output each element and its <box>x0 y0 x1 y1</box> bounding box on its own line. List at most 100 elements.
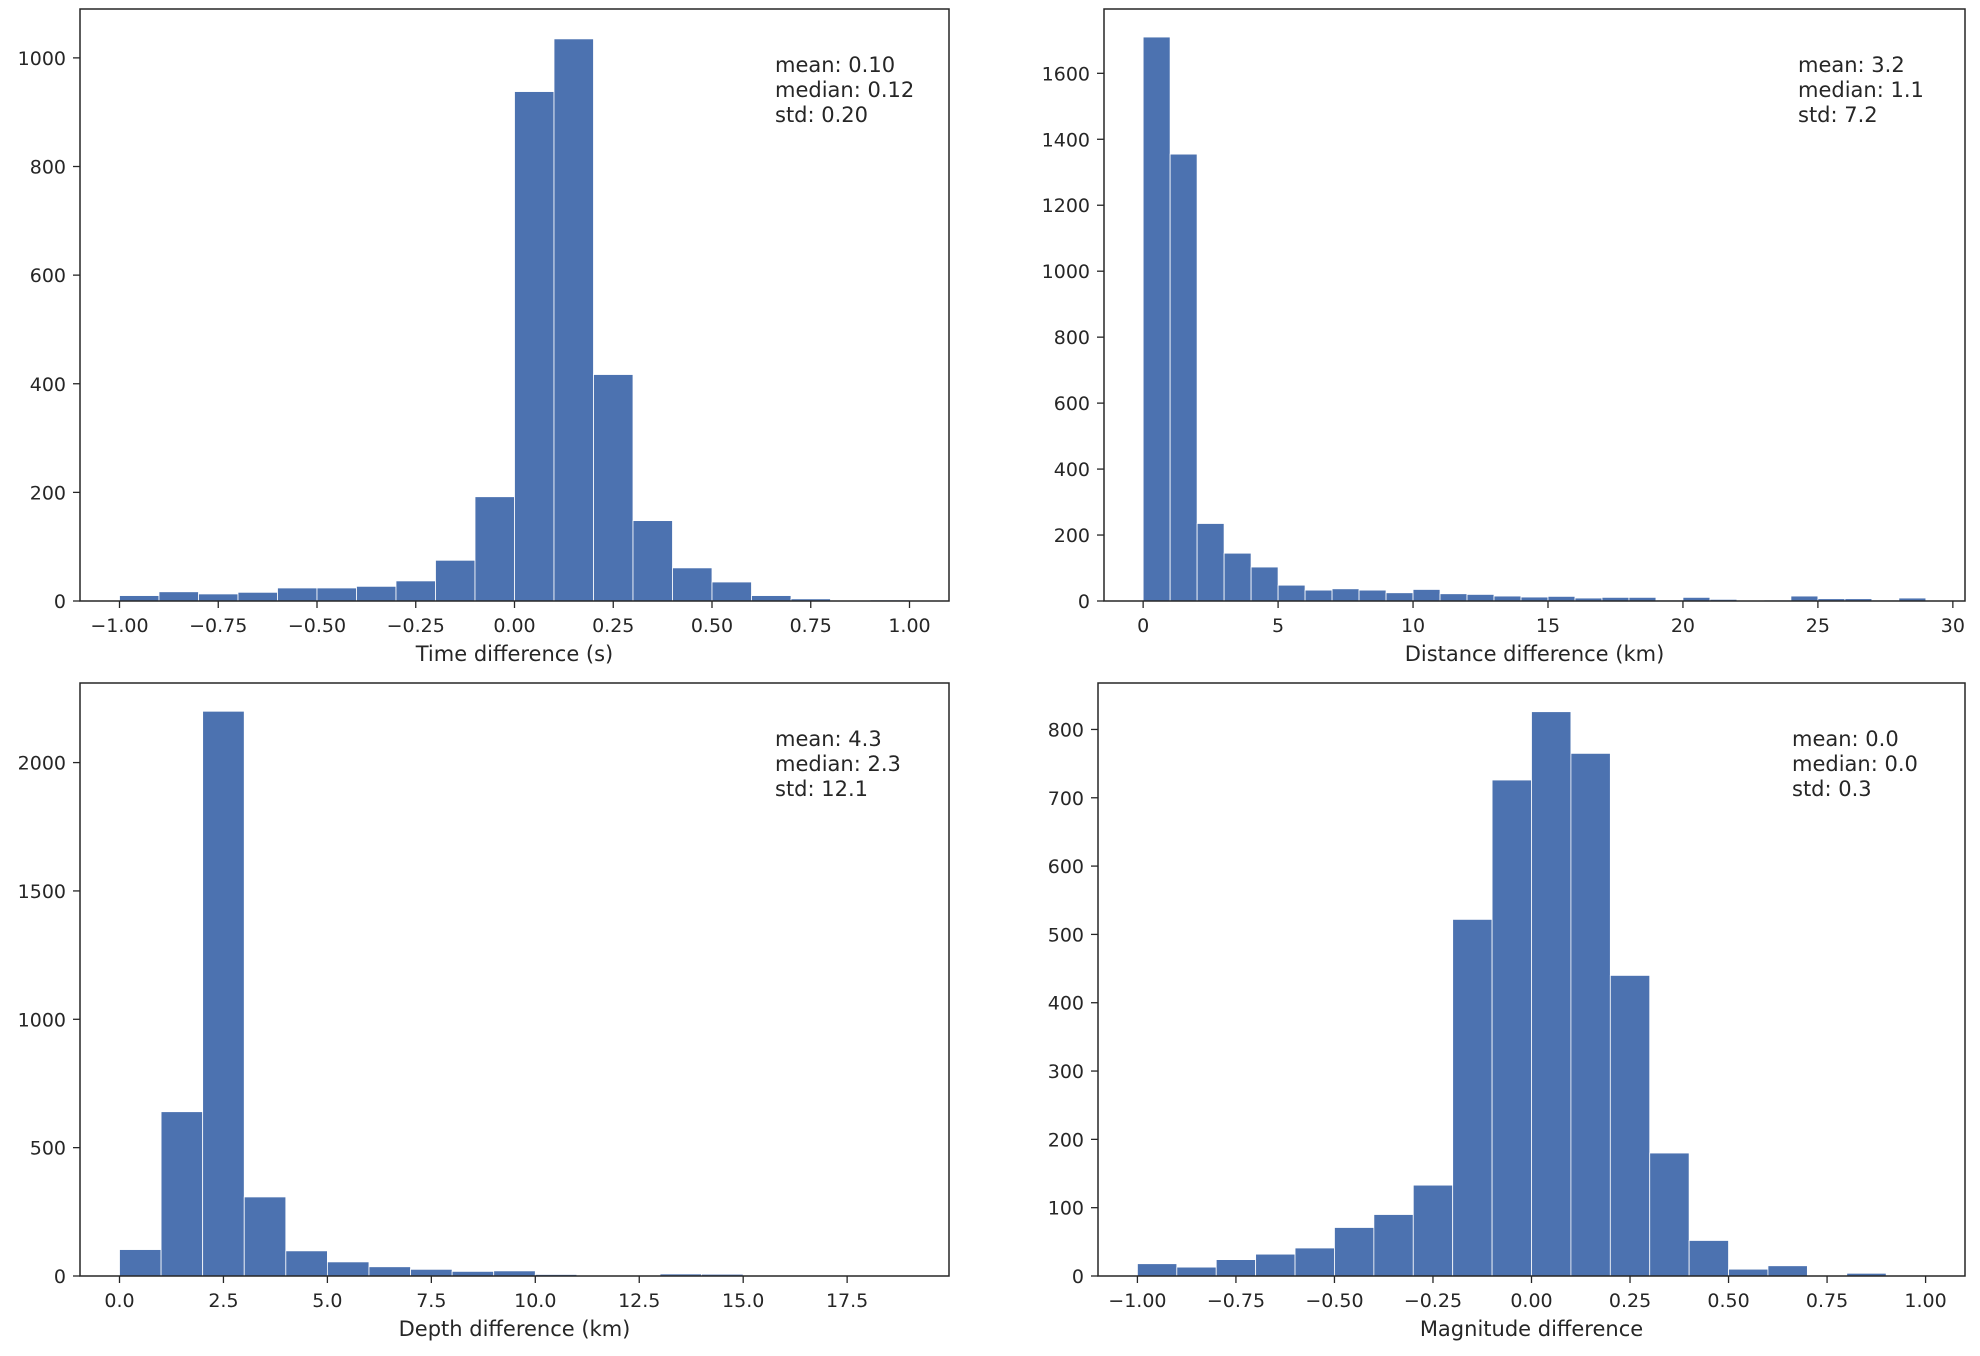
y-tick-label: 300 <box>1048 1061 1084 1083</box>
histogram-bar <box>553 38 594 602</box>
x-tick-label: 1.00 <box>1904 1290 1946 1312</box>
y-tick-label: 0 <box>54 1266 66 1288</box>
y-tick-label: 0 <box>54 591 66 613</box>
histogram-bar <box>158 591 199 602</box>
stats-median: median: 1.1 <box>1798 78 1924 102</box>
x-tick-label: 12.5 <box>618 1290 660 1312</box>
histogram-bar <box>1137 1263 1178 1277</box>
histogram-bar <box>514 91 555 602</box>
y-tick-label: 0 <box>1072 1266 1084 1288</box>
histogram-bar <box>1331 588 1360 602</box>
x-tick-label: 0.0 <box>104 1290 134 1312</box>
axes-frame <box>79 682 950 1277</box>
histogram-bar <box>1531 711 1572 1277</box>
histogram-bar <box>474 496 515 602</box>
y-tick-label: 200 <box>30 482 66 504</box>
histogram-bar <box>356 585 397 602</box>
histogram-bar <box>632 520 673 602</box>
histogram-bar <box>751 595 792 602</box>
histogram-bar <box>1358 589 1387 602</box>
y-tick-label: 1000 <box>18 1009 66 1031</box>
x-tick-label: 0.75 <box>1806 1290 1848 1312</box>
histogram-bar <box>493 1270 536 1277</box>
y-tick-label: 1000 <box>1042 261 1090 283</box>
x-axis-label: Depth difference (km) <box>399 1317 631 1341</box>
subplot-3: 0.0 2.5 5.0 7.5 10.0 12.5 15.0 17.5 0 500 1000 1500… <box>18 682 950 1341</box>
x-tick-label: 0.25 <box>1609 1290 1651 1312</box>
stats-std: std: 0.20 <box>775 103 868 127</box>
histogram-bar <box>1466 594 1495 602</box>
histogram-bar <box>1250 566 1279 602</box>
histogram-bar <box>1570 752 1611 1277</box>
x-tick-label: 7.5 <box>416 1290 446 1312</box>
histogram-bar <box>202 710 245 1277</box>
histogram-bar <box>593 374 634 602</box>
y-tick-label: 400 <box>1054 459 1090 481</box>
histogram-bar <box>672 567 713 602</box>
histogram-bar <box>395 580 436 602</box>
histogram-bar <box>368 1266 411 1277</box>
histogram-bar <box>435 559 476 602</box>
y-tick-label: 800 <box>1054 327 1090 349</box>
stats-std: std: 12.1 <box>775 777 868 801</box>
x-axis-label: Distance difference (km) <box>1405 642 1665 666</box>
x-tick-label: 17.5 <box>826 1290 868 1312</box>
histogram-bar <box>410 1268 453 1277</box>
y-tick-label: 1200 <box>1042 195 1090 217</box>
histogram-bar <box>119 1249 162 1277</box>
histogram-bar <box>160 1111 204 1277</box>
x-tick-label: 0.00 <box>493 615 535 637</box>
stats-std: std: 0.3 <box>1792 777 1872 801</box>
x-tick-label: 0.00 <box>1510 1290 1552 1312</box>
subplot-1: −1.00 −0.75 −0.50 −0.25 0.00 0.25 0.50 0.75 1.00… <box>18 8 950 666</box>
histogram-bar <box>1491 779 1532 1277</box>
histogram-bar <box>1334 1227 1375 1277</box>
x-tick-label: 0.25 <box>592 615 634 637</box>
histogram-bar <box>1385 592 1414 602</box>
x-tick-label: −0.25 <box>387 615 445 637</box>
histogram-bar <box>1412 1184 1454 1277</box>
x-tick-label: 0.75 <box>790 615 832 637</box>
x-tick-label: −0.25 <box>1404 1290 1462 1312</box>
stats-median: median: 0.0 <box>1792 752 1918 776</box>
stats-std: std: 7.2 <box>1798 103 1878 127</box>
y-tick-label: 600 <box>1048 856 1084 878</box>
y-tick-label: 1600 <box>1042 63 1090 85</box>
y-tick-label: 600 <box>1054 393 1090 415</box>
histogram-bar <box>1223 552 1252 602</box>
histogram-bar <box>1294 1247 1335 1277</box>
histogram-bar <box>316 587 357 602</box>
x-tick-label: −0.50 <box>288 615 346 637</box>
x-tick-label: 5 <box>1272 615 1284 637</box>
histogram-bar <box>1649 1152 1690 1277</box>
x-tick-label: 30 <box>1941 615 1965 637</box>
histogram-bar <box>237 591 278 602</box>
x-tick-label: 0 <box>1137 615 1149 637</box>
histogram-bar <box>711 581 752 602</box>
y-tick-label: 100 <box>1048 1198 1084 1220</box>
histogram-bar <box>1373 1214 1414 1277</box>
x-axis-label: Magnitude difference <box>1420 1317 1643 1341</box>
histogram-bar <box>1169 153 1198 602</box>
x-tick-label: 10 <box>1401 615 1425 637</box>
x-tick-label: −1.00 <box>90 615 148 637</box>
x-tick-label: −0.75 <box>189 615 247 637</box>
histogram-bar <box>1196 523 1225 602</box>
x-tick-label: −1.00 <box>1108 1290 1166 1312</box>
x-tick-label: 2.5 <box>208 1290 238 1312</box>
y-tick-label: 800 <box>1048 719 1084 741</box>
x-tick-label: 5.0 <box>312 1290 342 1312</box>
stats-mean: mean: 4.3 <box>775 727 882 751</box>
y-tick-label: 200 <box>1048 1129 1084 1151</box>
y-tick-label: 1400 <box>1042 129 1090 151</box>
histogram-bar <box>326 1261 370 1277</box>
histogram-bar <box>1688 1240 1729 1277</box>
x-axis-label: Time difference (s) <box>415 642 614 666</box>
x-tick-label: 0.50 <box>691 615 733 637</box>
y-tick-label: 400 <box>1048 993 1084 1015</box>
histogram-bar <box>1767 1265 1808 1277</box>
x-tick-label: 25 <box>1806 615 1830 637</box>
stats-median: median: 2.3 <box>775 752 901 776</box>
histogram-bar <box>285 1250 328 1277</box>
